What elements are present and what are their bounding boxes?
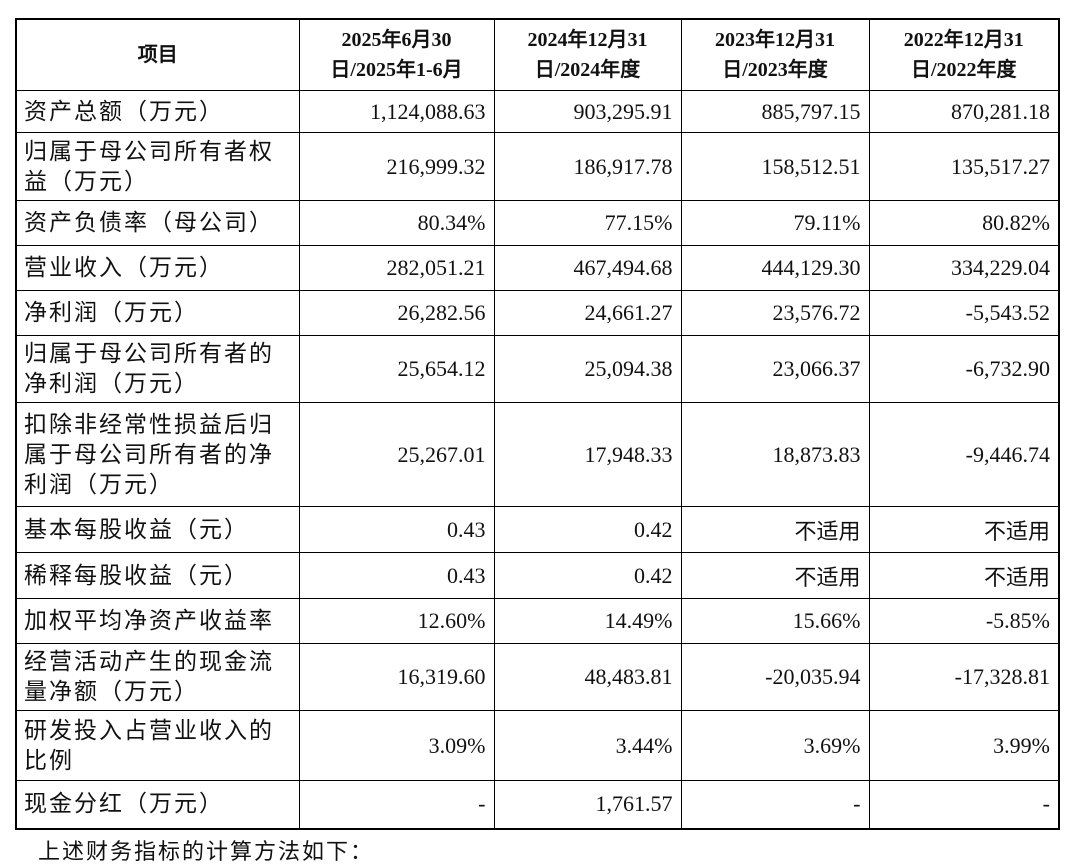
header-line: 日/2022年度 bbox=[910, 59, 1017, 81]
table-row: 资产总额（万元） 1,124,088.63 903,295.91 885,797.15… bbox=[15, 90, 1060, 133]
header-line: 2025年6月30 bbox=[341, 29, 452, 51]
table-row: 净利润（万元） 26,282.56 24,661.27 23,576.72 -5,543… bbox=[15, 290, 1060, 336]
value-cell: 3.99% bbox=[868, 710, 1060, 781]
value-cell: 25,094.38 bbox=[493, 335, 682, 403]
header-cell: 2025年6月30 日/2025年1-6月 bbox=[298, 18, 495, 91]
value-cell: 3.09% bbox=[298, 710, 495, 781]
table-row: 经营活动产生的现金流量净额（万元） 16,319.60 48,483.81 -20,0… bbox=[15, 643, 1060, 711]
table-row: 资产负债率（母公司） 80.34% 77.15% 79.11% 80.82% bbox=[15, 200, 1060, 246]
table-row: 现金分红（万元） -1,761.57- - bbox=[15, 780, 1060, 829]
value-cell: -20,035.94 bbox=[680, 643, 870, 711]
header-line: 2022年12月31 bbox=[903, 29, 1024, 51]
table-row: 扣除非经常性损益后归属于母公司所有者的净利润（万元） 25,267.01 17,94… bbox=[15, 402, 1060, 507]
header-line: 日/2024年度 bbox=[534, 59, 641, 81]
table-row: 加权平均净资产收益率 12.60% 14.49% 15.66% -5.85% bbox=[15, 598, 1060, 644]
row-label: 扣除非经常性损益后归属于母公司所有者的净利润（万元） bbox=[15, 402, 300, 507]
value-cell: 282,051.21 bbox=[298, 245, 495, 291]
header-cell: 2022年12月31 日/2022年度 bbox=[868, 18, 1060, 91]
value-cell: -5,543.52 bbox=[868, 290, 1060, 336]
value-cell: 216,999.32 bbox=[298, 132, 495, 201]
table-row: 归属于母公司所有者权益（万元） 216,999.32 186,917.78 158,5… bbox=[15, 132, 1060, 201]
page: {"table": { "header": [ ["项目"], ["2025年6… bbox=[15, 18, 1060, 864]
value-cell: 3.69% bbox=[680, 710, 870, 781]
value-cell: 0.43 bbox=[298, 552, 495, 599]
value-cell: 885,797.15 bbox=[680, 90, 870, 133]
header-line: 日/2025年1-6月 bbox=[330, 59, 463, 81]
value-cell: 79.11% bbox=[680, 200, 870, 246]
header-cell: 2023年12月31 日/2023年度 bbox=[680, 18, 870, 91]
value-cell: 25,267.01 bbox=[298, 402, 495, 507]
value-cell: 48,483.81 bbox=[493, 643, 682, 711]
value-cell: 26,282.56 bbox=[298, 290, 495, 336]
value-cell: -5.85% bbox=[868, 598, 1060, 644]
value-cell: 467,494.68 bbox=[493, 245, 682, 291]
value-cell: 77.15% bbox=[493, 200, 682, 246]
value-cell: 444,129.30 bbox=[680, 245, 870, 291]
row-label: 研发投入占营业收入的比例 bbox=[15, 710, 300, 781]
note-text: 上述财务指标的计算方法如下： bbox=[38, 839, 375, 864]
value-cell: 17,948.33 bbox=[493, 402, 682, 507]
row-label: 净利润（万元） bbox=[15, 290, 300, 336]
table-row: 营业收入（万元） 282,051.21 467,494.68 444,129.30 33… bbox=[15, 245, 1060, 291]
value-cell: - bbox=[298, 780, 495, 829]
table-row: 归属于母公司所有者的净利润（万元） 25,654.12 25,094.38 23,06… bbox=[15, 335, 1060, 403]
value-cell: 158,512.51 bbox=[680, 132, 870, 201]
row-label: 资产总额（万元） bbox=[15, 90, 300, 133]
value-cell: 不适用 bbox=[868, 552, 1060, 599]
value-cell: 0.42 bbox=[493, 506, 682, 553]
table-row: 基本每股收益（元） 0.43 0.42 不适用 不适用 bbox=[15, 506, 1060, 553]
row-label: 资产负债率（母公司） bbox=[15, 200, 300, 246]
row-label: 基本每股收益（元） bbox=[15, 506, 300, 553]
row-label: 现金分红（万元） bbox=[15, 780, 300, 829]
value-cell: 12.60% bbox=[298, 598, 495, 644]
value-cell: 0.42 bbox=[493, 552, 682, 599]
value-cell: 18,873.83 bbox=[680, 402, 870, 507]
value-cell: 16,319.60 bbox=[298, 643, 495, 711]
value-cell: 14.49% bbox=[493, 598, 682, 644]
value-cell: 23,066.37 bbox=[680, 335, 870, 403]
row-label: 归属于母公司所有者的净利润（万元） bbox=[15, 335, 300, 403]
row-label: 加权平均净资产收益率 bbox=[15, 598, 300, 644]
value-cell: 334,229.04 bbox=[868, 245, 1060, 291]
financial-table: 项目 2025年6月30 日/2025年1-6月 2024年12月31 日/2024年度… bbox=[15, 18, 1060, 830]
table-row: 研发投入占营业收入的比例 3.09% 3.44% 3.69% 3.99% bbox=[15, 710, 1060, 781]
header-line: 日/2023年度 bbox=[722, 59, 828, 81]
row-label: 营业收入（万元） bbox=[15, 245, 300, 291]
value-cell: 23,576.72 bbox=[680, 290, 870, 336]
value-cell: 不适用 bbox=[680, 552, 870, 599]
value-cell: 80.82% bbox=[868, 200, 1060, 246]
header-cell: 项目 bbox=[15, 18, 300, 91]
header-line: 项目 bbox=[137, 44, 178, 66]
value-cell: 1,124,088.63 bbox=[298, 90, 495, 133]
value-cell: 135,517.27 bbox=[868, 132, 1060, 201]
value-cell: 24,661.27 bbox=[493, 290, 682, 336]
value-cell: 903,295.91 bbox=[493, 90, 682, 133]
row-label: 归属于母公司所有者权益（万元） bbox=[15, 132, 300, 201]
value-cell: - bbox=[868, 780, 1060, 829]
value-cell: 不适用 bbox=[868, 506, 1060, 553]
row-label: 经营活动产生的现金流量净额（万元） bbox=[15, 643, 300, 711]
value-cell: 186,917.78 bbox=[493, 132, 682, 201]
value-cell: -17,328.81 bbox=[868, 643, 1060, 711]
row-label: 稀释每股收益（元） bbox=[15, 552, 300, 599]
value-cell: 870,281.18 bbox=[868, 90, 1060, 133]
value-cell: -9,446.74 bbox=[868, 402, 1060, 507]
table-row: 稀释每股收益（元） 0.43 0.42 不适用 不适用 bbox=[15, 552, 1060, 599]
value-cell: -6,732.90 bbox=[868, 335, 1060, 403]
value-cell: 15.66% bbox=[680, 598, 870, 644]
value-cell: 1,761.57 bbox=[493, 780, 682, 829]
value-cell: 3.44% bbox=[493, 710, 682, 781]
value-cell: - bbox=[680, 780, 870, 829]
table-body: 资产总额（万元） 1,124,088.63 903,295.91 885,797.15… bbox=[15, 90, 1060, 829]
header-cell: 2024年12月31 日/2024年度 bbox=[493, 18, 682, 91]
value-cell: 0.43 bbox=[298, 506, 495, 553]
header-line: 2024年12月31 bbox=[527, 29, 648, 51]
value-cell: 不适用 bbox=[680, 506, 870, 553]
value-cell: 80.34% bbox=[298, 200, 495, 246]
value-cell: 25,654.12 bbox=[298, 335, 495, 403]
header-row: 项目 2025年6月30 日/2025年1-6月 2024年12月31 日/2024年度… bbox=[15, 18, 1060, 91]
header-line: 2023年12月31 bbox=[715, 29, 835, 51]
